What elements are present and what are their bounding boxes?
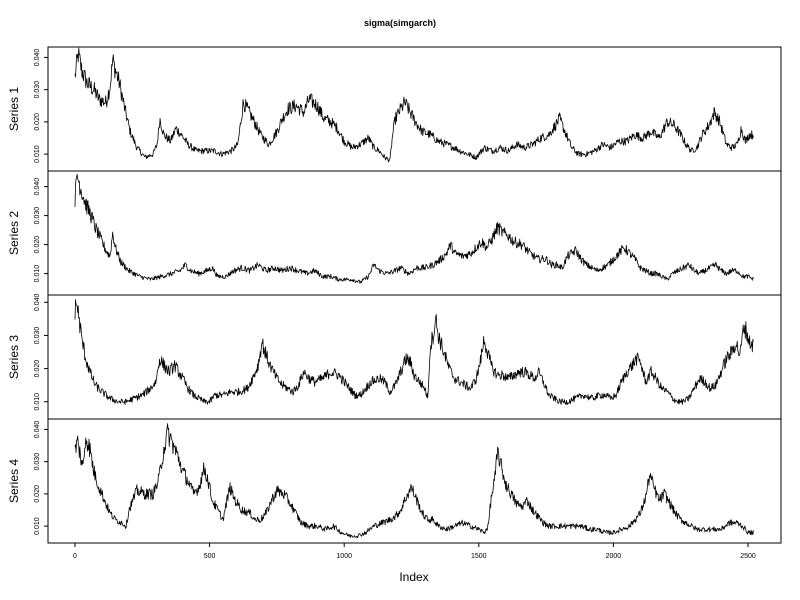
y-tick-label: 0.010 xyxy=(34,517,41,535)
series-line-4 xyxy=(74,423,754,539)
series-label: Series 1 xyxy=(7,87,21,131)
chart-title: sigma(simgarch) xyxy=(364,18,436,28)
panel-frame xyxy=(47,46,782,172)
y-tick-label: 0.030 xyxy=(34,207,41,225)
y-tick-label: 0.040 xyxy=(34,293,41,311)
y-tick-label: 0.030 xyxy=(34,81,41,99)
x-tick-label: 2000 xyxy=(606,553,622,560)
y-tick-label: 0.040 xyxy=(34,178,41,196)
y-tick-label: 0.010 xyxy=(34,265,41,283)
x-axis: 0 500 1000 1500 2000 2500 xyxy=(73,542,756,560)
y-tick-label: 0.030 xyxy=(34,453,41,471)
panel-1: 0.010 0.020 0.030 0.040 Series 1 xyxy=(7,46,782,172)
series-line-1 xyxy=(74,47,754,163)
series-label: Series 4 xyxy=(7,459,21,503)
y-tick-label: 0.010 xyxy=(34,393,41,411)
y-tick-label: 0.020 xyxy=(34,113,41,131)
y-tick-label: 0.040 xyxy=(34,421,41,439)
panel-frame xyxy=(47,294,782,420)
series-label: Series 2 xyxy=(7,211,21,255)
series-label: Series 3 xyxy=(7,335,21,379)
x-tick-label: 1500 xyxy=(471,553,487,560)
y-tick-label: 0.030 xyxy=(34,327,41,345)
y-tick-label: 0.040 xyxy=(34,49,41,67)
y-tick-label: 0.020 xyxy=(34,360,41,378)
y-tick-label: 0.010 xyxy=(34,145,41,163)
y-tick-label: 0.020 xyxy=(34,236,41,254)
panel-2: 0.010 0.020 0.030 0.040 Series 2 xyxy=(7,170,782,296)
x-axis-label: Index xyxy=(399,570,428,584)
series-line-3 xyxy=(74,299,754,406)
x-tick-label: 500 xyxy=(204,553,216,560)
panel-4: 0.010 0.020 0.030 0.040 Series 4 xyxy=(7,418,782,544)
series-line-2 xyxy=(74,173,754,284)
panel-3: 0.010 0.020 0.030 0.040 Series 3 xyxy=(7,293,782,420)
x-tick-label: 2500 xyxy=(740,553,756,560)
x-tick-label: 1000 xyxy=(336,553,352,560)
x-tick-label: 0 xyxy=(73,553,77,560)
y-tick-label: 0.020 xyxy=(34,485,41,503)
